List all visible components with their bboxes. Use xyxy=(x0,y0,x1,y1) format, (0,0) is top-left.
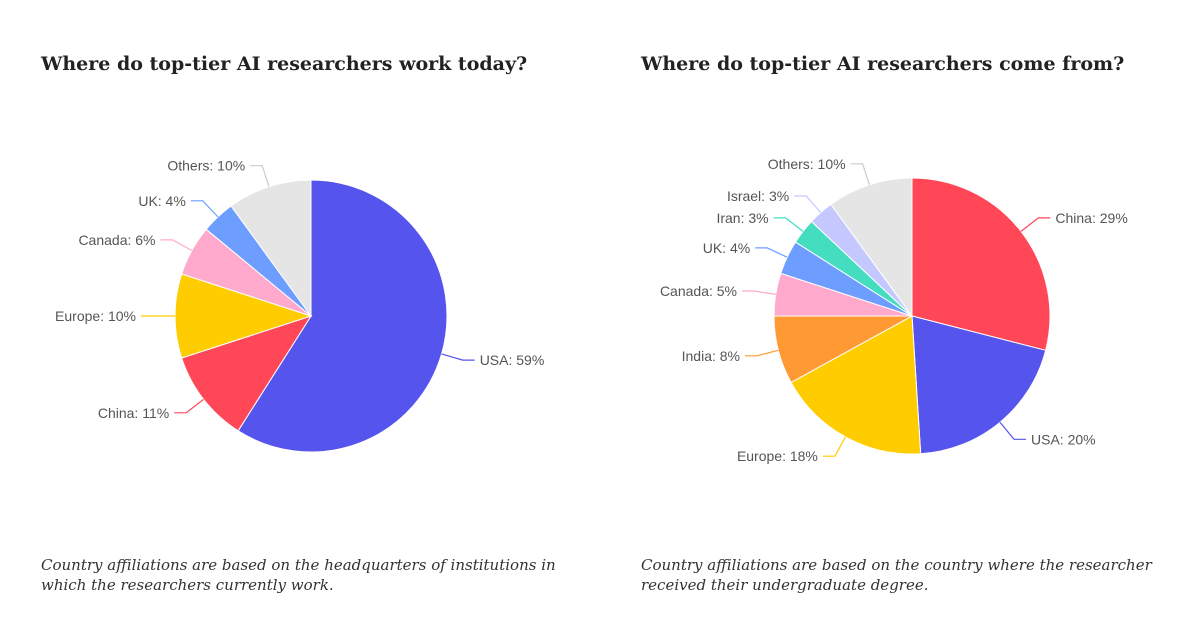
slice-label-uk: UK: 4% xyxy=(138,193,185,209)
leader-line-china xyxy=(174,398,204,414)
leader-line-others xyxy=(850,163,870,185)
leader-line-others xyxy=(250,165,270,187)
leader-line-iran xyxy=(773,217,804,232)
pie-slice-others xyxy=(230,179,312,318)
leader-line-canada xyxy=(742,290,776,295)
leader-line-india xyxy=(745,349,779,357)
chart-caption-come-from: Country affiliations are based on the co… xyxy=(641,556,1152,594)
slice-label-others: Others: 10% xyxy=(167,158,245,174)
leader-line-israel xyxy=(794,195,822,213)
pie-chart-2: China: 29% USA: 20% Europe: 18% India: 8% Ca… xyxy=(660,156,1128,464)
pie-chart-1: USA: 59% China: 11% Europe: 10% Canada: 6% U… xyxy=(55,158,545,453)
chart-title-work-today: Where do top-tier AI researchers work to… xyxy=(41,53,528,75)
slice-label-europe: Europe: 10% xyxy=(55,308,136,324)
pie-slice-europe xyxy=(174,273,313,359)
slice-label-usa: USA: 20% xyxy=(1031,431,1096,447)
chart-title-come-from: Where do top-tier AI researchers come fr… xyxy=(641,53,1125,75)
slice-label-iran: Iran: 3% xyxy=(716,210,768,226)
slice-label-india: India: 8% xyxy=(682,348,740,364)
slice-label-israel: Israel: 3% xyxy=(727,188,789,204)
slice-label-china: China: 11% xyxy=(98,405,169,421)
leader-line-europe xyxy=(822,436,847,457)
slice-label-china: China: 29% xyxy=(1055,210,1127,226)
leader-line-usa xyxy=(999,421,1026,440)
slice-label-uk: UK: 4% xyxy=(703,240,750,256)
pie-slice-others xyxy=(830,177,913,318)
slice-label-canada: Canada: 5% xyxy=(660,283,737,299)
chart-caption-work-today: Country affiliations are based on the he… xyxy=(41,556,556,594)
leader-line-usa xyxy=(441,353,475,361)
leader-line-uk xyxy=(755,247,788,258)
leader-line-canada xyxy=(160,239,193,252)
leader-line-china xyxy=(1020,217,1051,232)
slice-label-others: Others: 10% xyxy=(768,156,846,172)
slice-label-canada: Canada: 6% xyxy=(78,232,155,248)
leader-line-uk xyxy=(190,200,219,218)
pie-slice-china xyxy=(181,315,313,432)
slice-label-usa: USA: 59% xyxy=(480,352,545,368)
slice-label-europe: Europe: 18% xyxy=(737,448,818,464)
